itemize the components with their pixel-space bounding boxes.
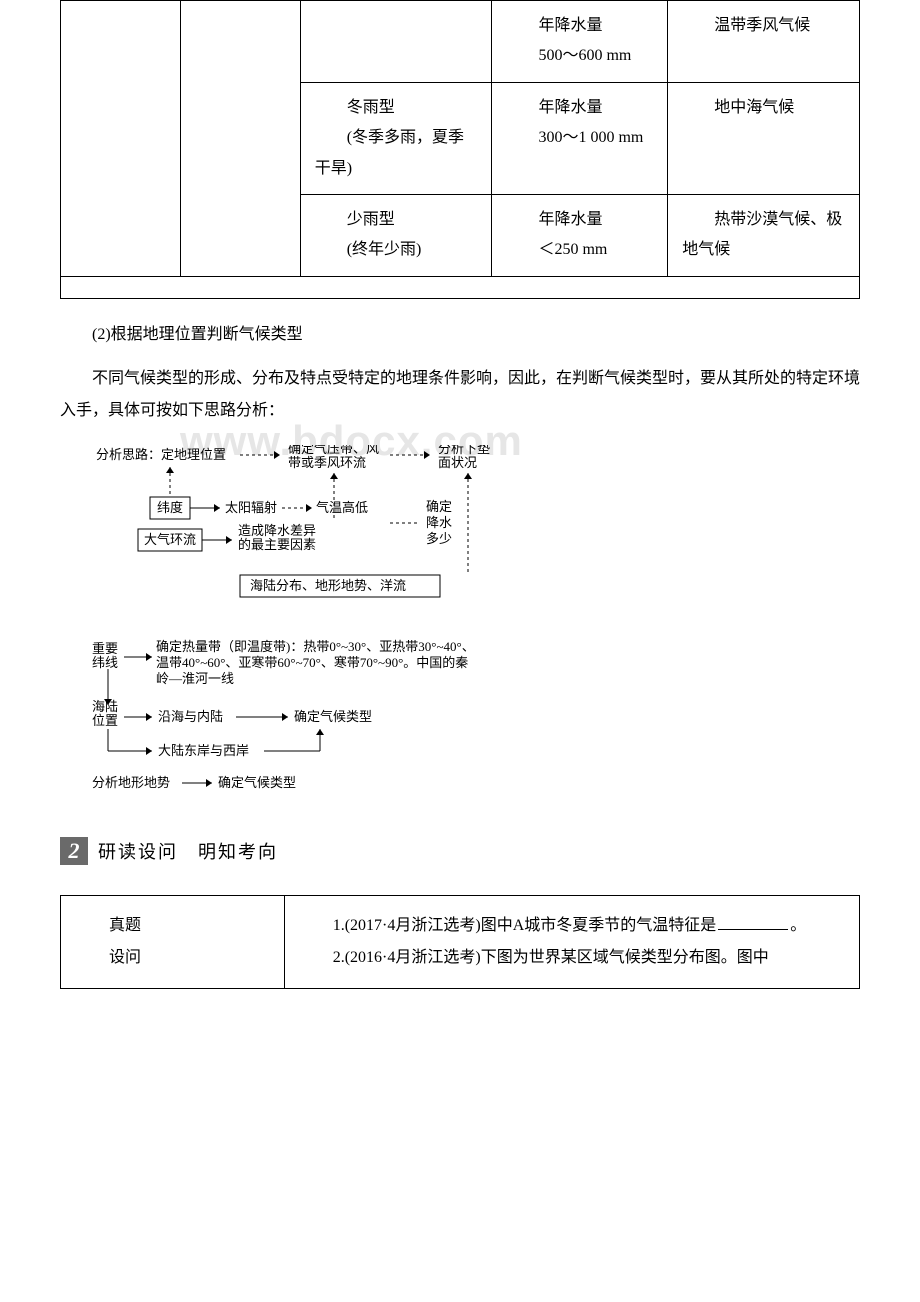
table-row [61, 276, 860, 298]
climate-cell: 地中海气候 [668, 82, 860, 194]
blank-cell [61, 1, 181, 277]
flow-node: 造成降水差异 [238, 523, 316, 538]
rain-type-cell: 少雨型 (终年少雨) [300, 194, 492, 276]
climate-name: 地中海气候 [682, 93, 845, 123]
heading-2: (2)根据地理位置判断气候类型 [60, 319, 860, 351]
question-1-text: 1.(2017·4月浙江选考)图中A城市冬夏季节的气温特征是 [333, 917, 717, 934]
flow-node: 多少 [426, 531, 452, 546]
arrowhead-icon [424, 451, 430, 459]
section-title: 研读设问 明知考向 [98, 838, 278, 864]
paragraph: 不同气候类型的形成、分布及特点受特定的地理条件影响，因此，在判断气候类型时，要从… [60, 363, 860, 427]
blank-cell [180, 1, 300, 277]
flow-node: 分析地形地势 [92, 775, 170, 790]
flow-node: 重要 [92, 641, 118, 656]
flow-node: 的最主要因素 [238, 537, 316, 552]
blank-cell [61, 276, 860, 298]
precip-value: ＜250 mm [506, 235, 653, 265]
flow-node: 纬线 [92, 655, 118, 670]
climate-name: 热带沙漠气候、极地气候 [682, 205, 845, 266]
analysis-flowchart-1: www.bdocx.com 分析思路：定地理位置 确定气压带、风 带或季风环流 … [60, 445, 860, 615]
qa-left-line2: 设问 [77, 942, 268, 974]
flow-node: 太阳辐射 [225, 500, 277, 515]
flow-node: 确定 [426, 499, 452, 514]
arrowhead-icon [282, 713, 288, 721]
precip-cell: 年降水量 500～600 mm [492, 1, 668, 83]
arrowhead-icon [146, 747, 152, 755]
arrowhead-icon [306, 504, 312, 512]
rain-type-cell: 冬雨型 (冬季多雨，夏季干旱) [300, 82, 492, 194]
arrowhead-icon [464, 473, 472, 479]
precip-cell: 年降水量 ＜250 mm [492, 194, 668, 276]
precip-value: 500～600 mm [506, 41, 653, 71]
arrowhead-icon [206, 779, 212, 787]
arrowhead-icon [226, 536, 232, 544]
flow-node: 分析思路：定地理位置 [96, 447, 226, 462]
precip-label: 年降水量 [506, 93, 653, 123]
climate-type-table: 年降水量 500～600 mm 温带季风气候 冬雨型 (冬季多雨，夏季干旱) 年… [60, 0, 860, 299]
flow-node-label: 海陆分布、地形地势、洋流 [250, 578, 406, 593]
flow-node: 确定热量带（即温度带)：热带0°~30°、亚热带30°~40°、 [156, 639, 475, 654]
climate-name: 温带季风气候 [682, 11, 845, 41]
precip-value: 300～1 000 mm [506, 123, 653, 153]
arrowhead-icon [146, 713, 152, 721]
arrowhead-icon [316, 729, 324, 735]
flow-node-label: 纬度 [157, 500, 183, 515]
rain-type-cell [300, 1, 492, 83]
flow-node: 面状况 [438, 455, 477, 470]
table-row: 年降水量 500～600 mm 温带季风气候 [61, 1, 860, 83]
flow-node: 大陆东岸与西岸 [158, 743, 249, 758]
fill-in-blank [718, 914, 788, 930]
climate-cell: 热带沙漠气候、极地气候 [668, 194, 860, 276]
climate-cell: 温带季风气候 [668, 1, 860, 83]
arrowhead-icon [330, 473, 338, 479]
flow-node-label: 大气环流 [144, 532, 196, 547]
flow-node: 降水 [426, 515, 452, 530]
question-2: 2.(2016·4月浙江选考)下图为世界某区域气候类型分布图。图中 [301, 942, 843, 974]
rain-type-label: 冬雨型 [315, 93, 478, 123]
section-number-box: 2 [60, 837, 88, 865]
flow-node: 海陆 [92, 699, 118, 714]
arrowhead-icon [146, 653, 152, 661]
section-header: 2 研读设问 明知考向 [60, 837, 860, 865]
rain-type-note: (终年少雨) [315, 235, 478, 265]
flow-node: 岭—淮河一线 [156, 671, 234, 686]
qa-left-line1: 真题 [77, 910, 268, 942]
flow-node: 带或季风环流 [288, 455, 366, 470]
analysis-flowchart-2: 重要 纬线 确定热量带（即温度带)：热带0°~30°、亚热带30°~40°、 温… [60, 639, 860, 809]
flow-node: 确定气候类型 [218, 775, 296, 790]
precip-cell: 年降水量 300～1 000 mm [492, 82, 668, 194]
question-1: 1.(2017·4月浙江选考)图中A城市冬夏季节的气温特征是 。 [301, 910, 843, 942]
arrowhead-icon [274, 451, 280, 459]
arrowhead-icon [166, 467, 174, 473]
precip-label: 年降水量 [506, 11, 653, 41]
table-row: 真题 设问 1.(2017·4月浙江选考)图中A城市冬夏季节的气温特征是 。 2.… [61, 895, 860, 988]
exam-question-table: 真题 设问 1.(2017·4月浙江选考)图中A城市冬夏季节的气温特征是 。 2.… [60, 895, 860, 989]
flow-node: 温带40°~60°、亚寒带60°~70°、寒带70°~90°。中国的秦 [156, 655, 468, 670]
qa-right-cell: 1.(2017·4月浙江选考)图中A城市冬夏季节的气温特征是 。 2.(2016·… [284, 895, 859, 988]
flow-node: 气温高低 [316, 500, 368, 515]
rain-type-note: (冬季多雨，夏季干旱) [315, 123, 478, 184]
flow-node: 位置 [92, 713, 118, 728]
flow-node: 沿海与内陆 [158, 709, 223, 724]
qa-left-cell: 真题 设问 [61, 895, 285, 988]
arrowhead-icon [214, 504, 220, 512]
rain-type-label: 少雨型 [315, 205, 478, 235]
flow-node: 确定气候类型 [294, 709, 372, 724]
precip-label: 年降水量 [506, 205, 653, 235]
question-1-suffix: 。 [790, 917, 806, 934]
